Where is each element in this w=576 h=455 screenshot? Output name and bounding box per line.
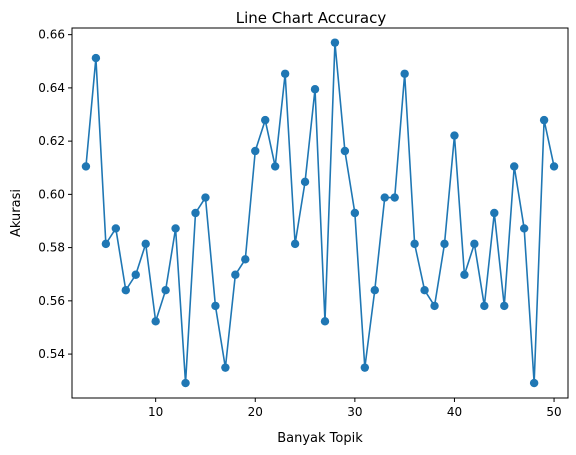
data-point — [91, 53, 101, 63]
data-point — [340, 146, 350, 156]
y-tick-label: 0.58 — [38, 241, 65, 255]
data-point — [141, 239, 150, 249]
data-point — [221, 363, 230, 372]
data-point — [330, 38, 340, 47]
data-point — [270, 162, 280, 171]
chart-title: Line Chart Accuracy — [236, 9, 387, 27]
series-line — [85, 42, 555, 384]
data-point — [231, 270, 240, 279]
data-point — [440, 239, 449, 249]
data-point — [450, 131, 459, 140]
data-point — [539, 115, 549, 125]
y-tick-label: 0.56 — [38, 294, 65, 308]
data-point — [181, 378, 190, 388]
data-point — [280, 69, 290, 78]
y-axis-ticks: 0.54 0.56 0.58 0.60 0.62 0.64 0.66 — [38, 28, 72, 361]
x-tick-label: 40 — [447, 405, 462, 419]
data-point — [470, 239, 479, 249]
y-axis-label: Akurasi — [9, 189, 24, 237]
data-point — [171, 224, 180, 233]
data-point — [500, 301, 509, 311]
data-point — [131, 270, 140, 279]
y-tick-label: 0.66 — [38, 28, 65, 42]
data-point — [300, 177, 310, 187]
plot-area: 10 20 30 40 50 0.54 0.56 0.58 0.60 0.62 0.64 0.66 — [38, 27, 569, 419]
x-tick-label: 20 — [248, 405, 263, 419]
data-point — [151, 317, 160, 326]
x-axis-ticks: 10 20 30 40 50 — [148, 398, 562, 419]
data-point — [251, 146, 260, 156]
data-point — [81, 162, 91, 171]
data-point — [480, 301, 489, 311]
data-point — [121, 285, 130, 295]
data-point — [111, 224, 121, 233]
data-point — [310, 85, 320, 94]
data-point — [460, 270, 469, 279]
data-point — [410, 239, 419, 249]
y-tick-label: 0.62 — [38, 134, 65, 148]
axes-frame — [71, 27, 569, 399]
data-point — [241, 255, 250, 264]
data-point — [290, 239, 300, 249]
data-point — [350, 208, 360, 218]
data-point — [101, 239, 111, 249]
data-point — [519, 224, 529, 233]
x-tick-label: 30 — [347, 405, 362, 419]
data-point — [201, 193, 210, 202]
data-point — [549, 162, 559, 171]
y-tick-label: 0.64 — [38, 81, 65, 95]
x-tick-label: 10 — [148, 405, 163, 419]
data-point — [161, 285, 170, 295]
x-axis-label: Banyak Topik — [277, 431, 363, 446]
y-tick-label: 0.60 — [38, 187, 65, 201]
data-point — [261, 115, 270, 125]
data-point — [211, 301, 220, 311]
x-tick-label: 50 — [546, 405, 561, 419]
data-point — [360, 363, 370, 372]
series-points — [81, 38, 559, 388]
data-point — [390, 193, 399, 202]
data-point — [400, 69, 409, 78]
data-point — [490, 208, 499, 218]
data-point — [380, 193, 389, 202]
data-point — [529, 378, 539, 388]
data-point — [510, 162, 519, 171]
data-point — [191, 208, 200, 218]
data-point — [320, 317, 330, 326]
y-tick-label: 0.54 — [38, 347, 65, 361]
data-point — [370, 285, 379, 295]
data-point — [420, 285, 429, 295]
data-point — [430, 301, 439, 311]
